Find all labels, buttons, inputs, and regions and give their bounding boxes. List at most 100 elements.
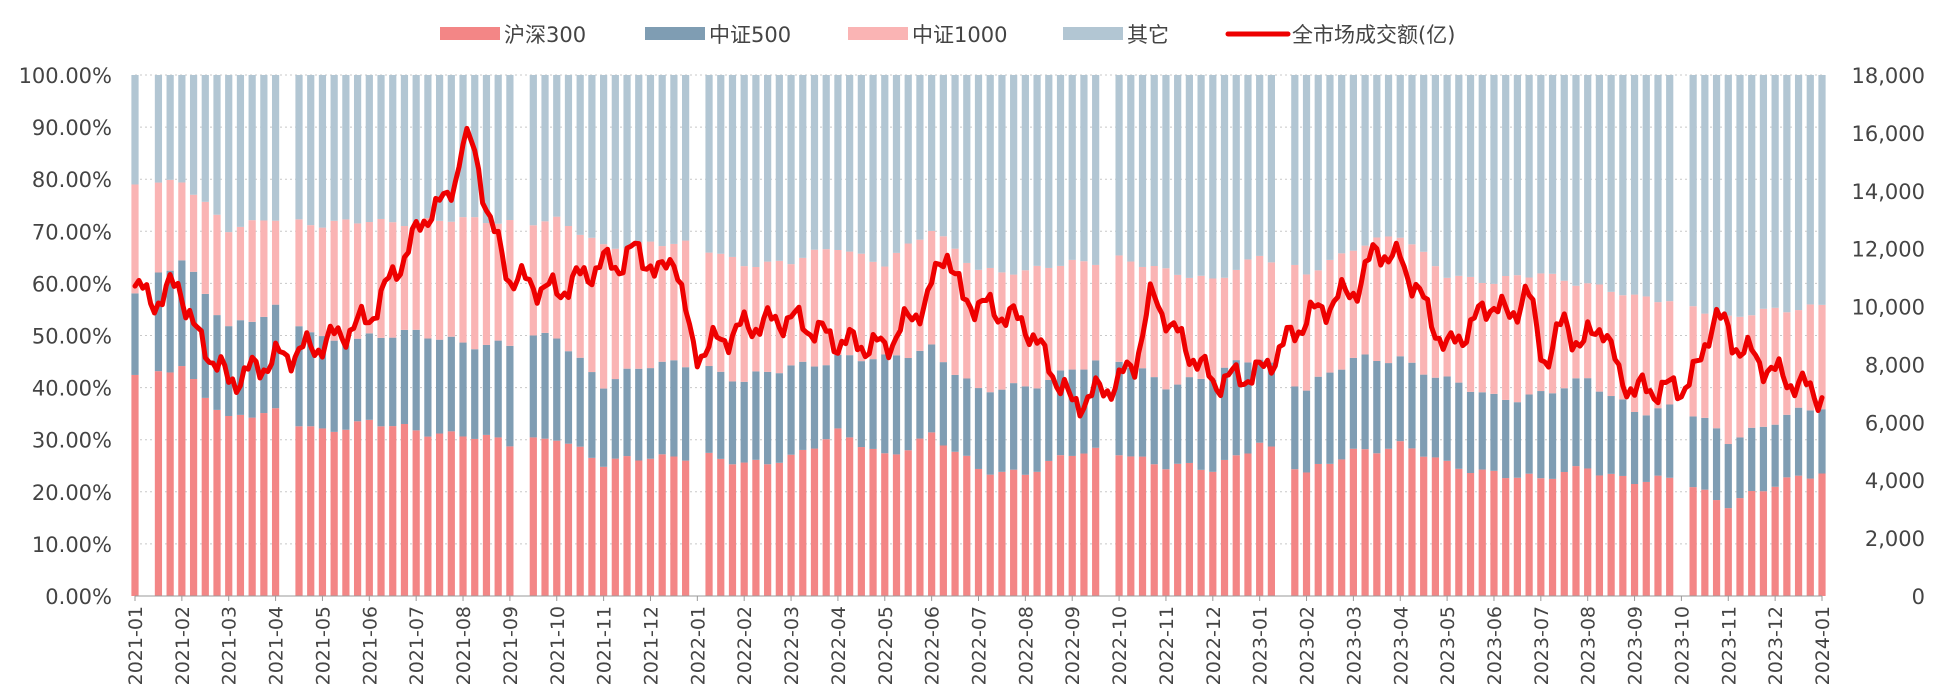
bar-zz1000-60: [834, 249, 842, 356]
bar-zz500-93: [1220, 367, 1229, 460]
bar-zz500-85: [1127, 367, 1135, 457]
bar-other-38: [576, 75, 584, 235]
bar-week-138: [1748, 75, 1756, 596]
bar-week-80: [1068, 75, 1076, 596]
bar-hs300-74: [998, 471, 1006, 596]
bar-hs300-75: [1010, 469, 1018, 596]
bar-other-23: [400, 75, 409, 227]
bar-week-88: [1162, 75, 1170, 596]
bar-week-5: [189, 75, 198, 596]
bar-week-52: [740, 75, 748, 596]
bar-other-5: [189, 75, 198, 195]
bar-zz500-127: [1619, 399, 1627, 476]
bar-zz500-104: [1349, 357, 1357, 449]
bar-other-43: [635, 75, 643, 243]
bar-week-37: [564, 75, 573, 596]
bar-other-88: [1162, 75, 1170, 269]
bar-hs300-104: [1349, 448, 1357, 596]
bar-zz1000-28: [459, 217, 467, 343]
bar-zz1000-70: [951, 248, 959, 375]
bar-zz500-20: [365, 333, 373, 420]
bar-week-10: [248, 75, 256, 596]
bar-other-129: [1642, 75, 1650, 297]
bar-zz1000-120: [1537, 273, 1545, 392]
bar-week-7: [213, 75, 221, 596]
x-tick-16: 2022-05: [875, 606, 897, 685]
bar-zz1000-94: [1232, 269, 1240, 361]
bar-zz1000-73: [986, 267, 994, 393]
bar-zz500-71: [963, 378, 971, 456]
bar-week-34: [529, 75, 537, 596]
bar-hs300-12: [271, 408, 280, 596]
bar-zz1000-25: [424, 218, 432, 339]
bar-week-107: [1384, 75, 1393, 596]
bar-zz1000-46: [670, 243, 678, 361]
x-tick-26: 2023-03: [1343, 606, 1365, 685]
bar-week-64: [881, 75, 889, 596]
bar-other-24: [412, 75, 420, 223]
bar-other-54: [764, 75, 772, 262]
bar-other-91: [1197, 75, 1205, 276]
x-tick-0: 2021-01: [125, 606, 147, 685]
bar-zz1000-74: [998, 272, 1006, 390]
bar-zz500-45: [658, 361, 666, 455]
bar-zz1000-106: [1373, 237, 1381, 361]
bar-hs300-67: [916, 438, 924, 596]
bar-zz500-52: [740, 381, 748, 463]
bar-zz500-65: [892, 355, 901, 455]
bar-zz500-58: [810, 366, 819, 449]
bar-zz500-15: [307, 332, 315, 427]
bar-hs300-103: [1338, 459, 1346, 596]
bar-zz1000-97: [1267, 262, 1275, 363]
bar-other-99: [1291, 75, 1299, 265]
bar-zz1000-144: [1818, 304, 1826, 410]
bar-week-82: [1092, 75, 1100, 596]
bar-week-137: [1736, 75, 1744, 596]
bar-other-56: [787, 75, 795, 265]
legend-label-hs300: 沪深300: [504, 23, 586, 47]
bar-other-77: [1033, 75, 1041, 266]
legend-swatch-zz500: [645, 27, 705, 40]
bar-other-78: [1045, 75, 1053, 268]
bar-week-89: [1174, 75, 1182, 596]
bar-other-4: [178, 75, 186, 183]
bar-week-94: [1232, 75, 1240, 596]
bar-other-52: [740, 75, 748, 267]
bar-zz1000-12: [271, 220, 280, 305]
bar-week-119: [1525, 75, 1533, 596]
bar-week-68: [928, 75, 936, 596]
bar-zz1000-134: [1701, 313, 1709, 418]
bar-zz500-140: [1771, 424, 1779, 487]
x-tick-34: 2023-11: [1718, 606, 1740, 685]
bar-hs300-136: [1724, 508, 1732, 596]
bar-week-86: [1138, 75, 1147, 596]
bar-zz1000-93: [1220, 277, 1229, 368]
left-tick-0: 0.00%: [45, 585, 112, 609]
bar-other-26: [435, 75, 444, 221]
bar-zz1000-18: [342, 219, 350, 346]
bar-zz1000-40: [600, 244, 608, 389]
bar-other-62: [857, 75, 865, 254]
x-tick-28: 2023-05: [1437, 606, 1459, 685]
bar-hs300-96: [1256, 442, 1264, 596]
bar-hs300-87: [1150, 464, 1158, 596]
legend-label-zz500: 中证500: [709, 23, 791, 47]
bar-other-95: [1244, 75, 1252, 260]
bar-zz500-8: [225, 326, 233, 416]
bar-week-111: [1431, 75, 1440, 596]
bar-hs300-30: [482, 434, 491, 596]
bar-zz1000-21: [377, 218, 385, 338]
bar-other-36: [553, 75, 561, 217]
bar-zz500-134: [1701, 417, 1709, 490]
bar-other-108: [1396, 75, 1404, 238]
bar-zz1000-22: [389, 222, 397, 338]
x-tick-15: 2022-04: [828, 606, 850, 685]
bar-zz1000-131: [1666, 301, 1674, 405]
bar-zz500-11: [260, 316, 268, 414]
bar-zz500-31: [494, 340, 502, 438]
bar-week-11: [260, 75, 268, 596]
bar-zz500-49: [705, 366, 713, 453]
bar-other-76: [1021, 75, 1029, 271]
legend-swatch-other: [1063, 27, 1123, 40]
right-tick-8: 16,000: [1852, 122, 1925, 146]
